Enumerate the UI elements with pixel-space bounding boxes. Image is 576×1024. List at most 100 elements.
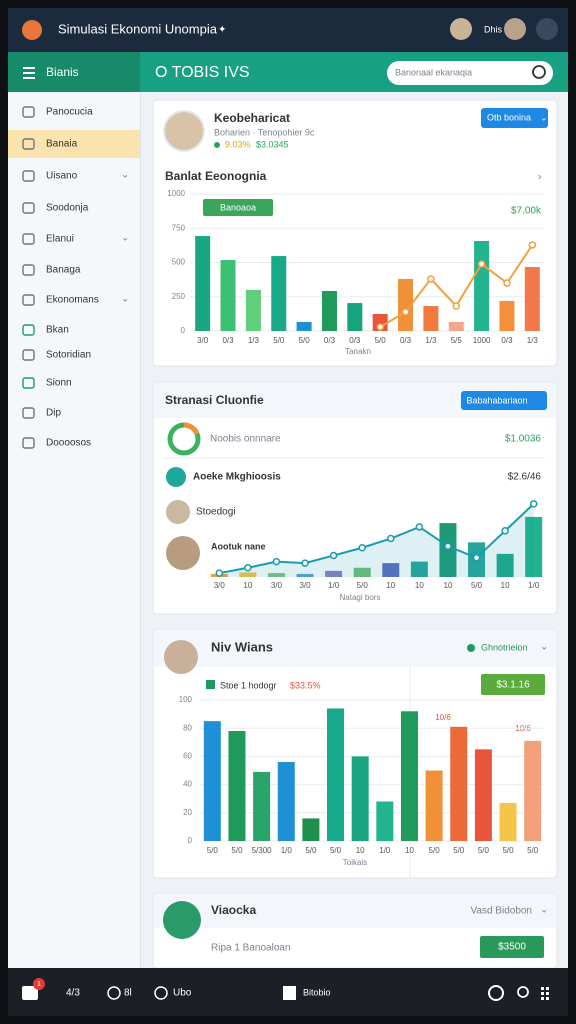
line-point: [477, 260, 486, 268]
menu-icon: [22, 170, 35, 182]
bar: [400, 711, 418, 841]
search-icon[interactable]: [532, 65, 546, 79]
nav-icon: [154, 986, 168, 1000]
nav-icon[interactable]: [488, 985, 504, 1001]
badge-label: Banoaoa: [220, 202, 256, 212]
avatar[interactable]: [450, 18, 472, 40]
dropdown[interactable]: Ghnotrieion: [481, 642, 528, 652]
legend-label: Stoe 1 hodogr: [220, 680, 277, 690]
button[interactable]: [481, 108, 548, 128]
bar: [372, 314, 388, 331]
nav-item[interactable]: Ubo: [173, 988, 192, 999]
menu-item[interactable]: Ekonomans: [46, 295, 99, 306]
y-tick-label: 500: [172, 258, 186, 267]
icon: [166, 467, 186, 487]
x-tick-label: 5/0: [207, 846, 219, 855]
button[interactable]: [480, 936, 544, 958]
nav-icon[interactable]: [541, 987, 549, 1000]
bar: [425, 770, 443, 841]
avatar: [163, 901, 201, 939]
menu-item[interactable]: Dip: [46, 408, 61, 419]
line-point: [427, 275, 435, 283]
x-tick-label: 10: [415, 581, 424, 590]
chevron: ⌄: [540, 642, 548, 653]
x-tick-label: 5/0: [357, 581, 369, 590]
line-point: [528, 241, 537, 249]
menu-item[interactable]: Bkan: [46, 325, 69, 336]
x-tick-label: 1/0: [281, 846, 293, 855]
menu-icon: [22, 264, 35, 276]
x-tick-label: 0/3: [400, 336, 412, 345]
x-tick-label: 5/0: [231, 846, 243, 855]
x-tick-label: 1/0: [528, 581, 540, 590]
badge-label: $3.1.16: [496, 680, 530, 691]
bar: [245, 289, 261, 331]
home-icon[interactable]: [22, 986, 38, 1000]
x-tick-label: 3/0: [271, 581, 283, 590]
badge-count: 1: [37, 981, 41, 988]
menu-icon: [22, 202, 35, 214]
nav-item[interactable]: 4/3: [66, 988, 80, 999]
menu-item[interactable]: Panocucia: [46, 107, 93, 118]
avatar: [164, 640, 198, 674]
chevron: ⌄: [540, 112, 548, 122]
logo[interactable]: [22, 20, 42, 40]
card-title: Viaocka: [211, 903, 256, 917]
bar: [277, 762, 295, 841]
y-tick-label: 100: [179, 695, 193, 704]
menu-item[interactable]: Banaga: [46, 265, 81, 276]
search-placeholder: Banonaal ekanaqia: [395, 67, 472, 77]
profile-name: Keobeharicat: [214, 111, 290, 125]
avatar: [163, 110, 205, 152]
line-point: [472, 554, 481, 562]
menu-item[interactable]: Banaia: [46, 139, 78, 150]
bar: [296, 321, 312, 331]
line-point: [329, 551, 338, 560]
menu-item[interactable]: Sotoridian: [46, 350, 91, 361]
line-point: [376, 323, 384, 331]
bar: [296, 573, 314, 577]
y-tick-label: 60: [183, 752, 192, 761]
menu-icon: [22, 377, 35, 389]
bar: [220, 260, 236, 331]
line-point: [301, 559, 309, 567]
bar: [239, 572, 257, 577]
menu-icon[interactable]: [23, 67, 35, 79]
nav-icon[interactable]: [517, 986, 529, 998]
bar: [474, 749, 492, 841]
avatar[interactable]: [504, 18, 526, 40]
bar: [347, 303, 363, 331]
menu-item[interactable]: Soodonja: [46, 203, 89, 214]
menu-item[interactable]: Sionn: [46, 378, 72, 389]
line-point: [444, 542, 452, 550]
nav-item[interactable]: Bitobio: [303, 987, 331, 997]
x-tick-label: 1/0: [379, 846, 391, 855]
line-point: [387, 534, 395, 543]
bar: [376, 801, 394, 841]
chart: 0 20 40 60 80 100 5/0 5/0 5/300 1/0 5/0 5/0 10 1/0 10 5…: [179, 695, 545, 867]
button[interactable]: [461, 391, 547, 410]
menu-active: [8, 130, 140, 158]
menu-item[interactable]: Doooosos: [46, 438, 91, 449]
menu-item[interactable]: Elanui: [46, 234, 74, 245]
menu-icon: [22, 324, 35, 336]
x-tick-label: 5/0: [502, 846, 514, 855]
sidebar-border: [140, 92, 141, 968]
x-tick-label: 1/0: [328, 581, 340, 590]
top-bar: [8, 8, 568, 52]
menu-item[interactable]: Uisano: [46, 171, 78, 182]
card-text: Ripa 1 Banoaloan: [211, 943, 291, 954]
search-box[interactable]: [387, 61, 553, 85]
bar: [351, 756, 369, 841]
line-point: [529, 500, 538, 508]
x-tick-label: 0/3: [222, 336, 234, 345]
button-label: $3500: [498, 942, 526, 953]
menu-icon: [22, 349, 35, 361]
settings-button[interactable]: [536, 18, 558, 40]
dropdown[interactable]: Vasd Bidobon: [470, 906, 532, 917]
nav-arrow[interactable]: ›: [538, 172, 541, 183]
x-tick-label: 10: [243, 581, 252, 590]
bar: [253, 771, 271, 841]
bar: [423, 306, 439, 331]
nav-item[interactable]: 8l: [124, 988, 132, 999]
